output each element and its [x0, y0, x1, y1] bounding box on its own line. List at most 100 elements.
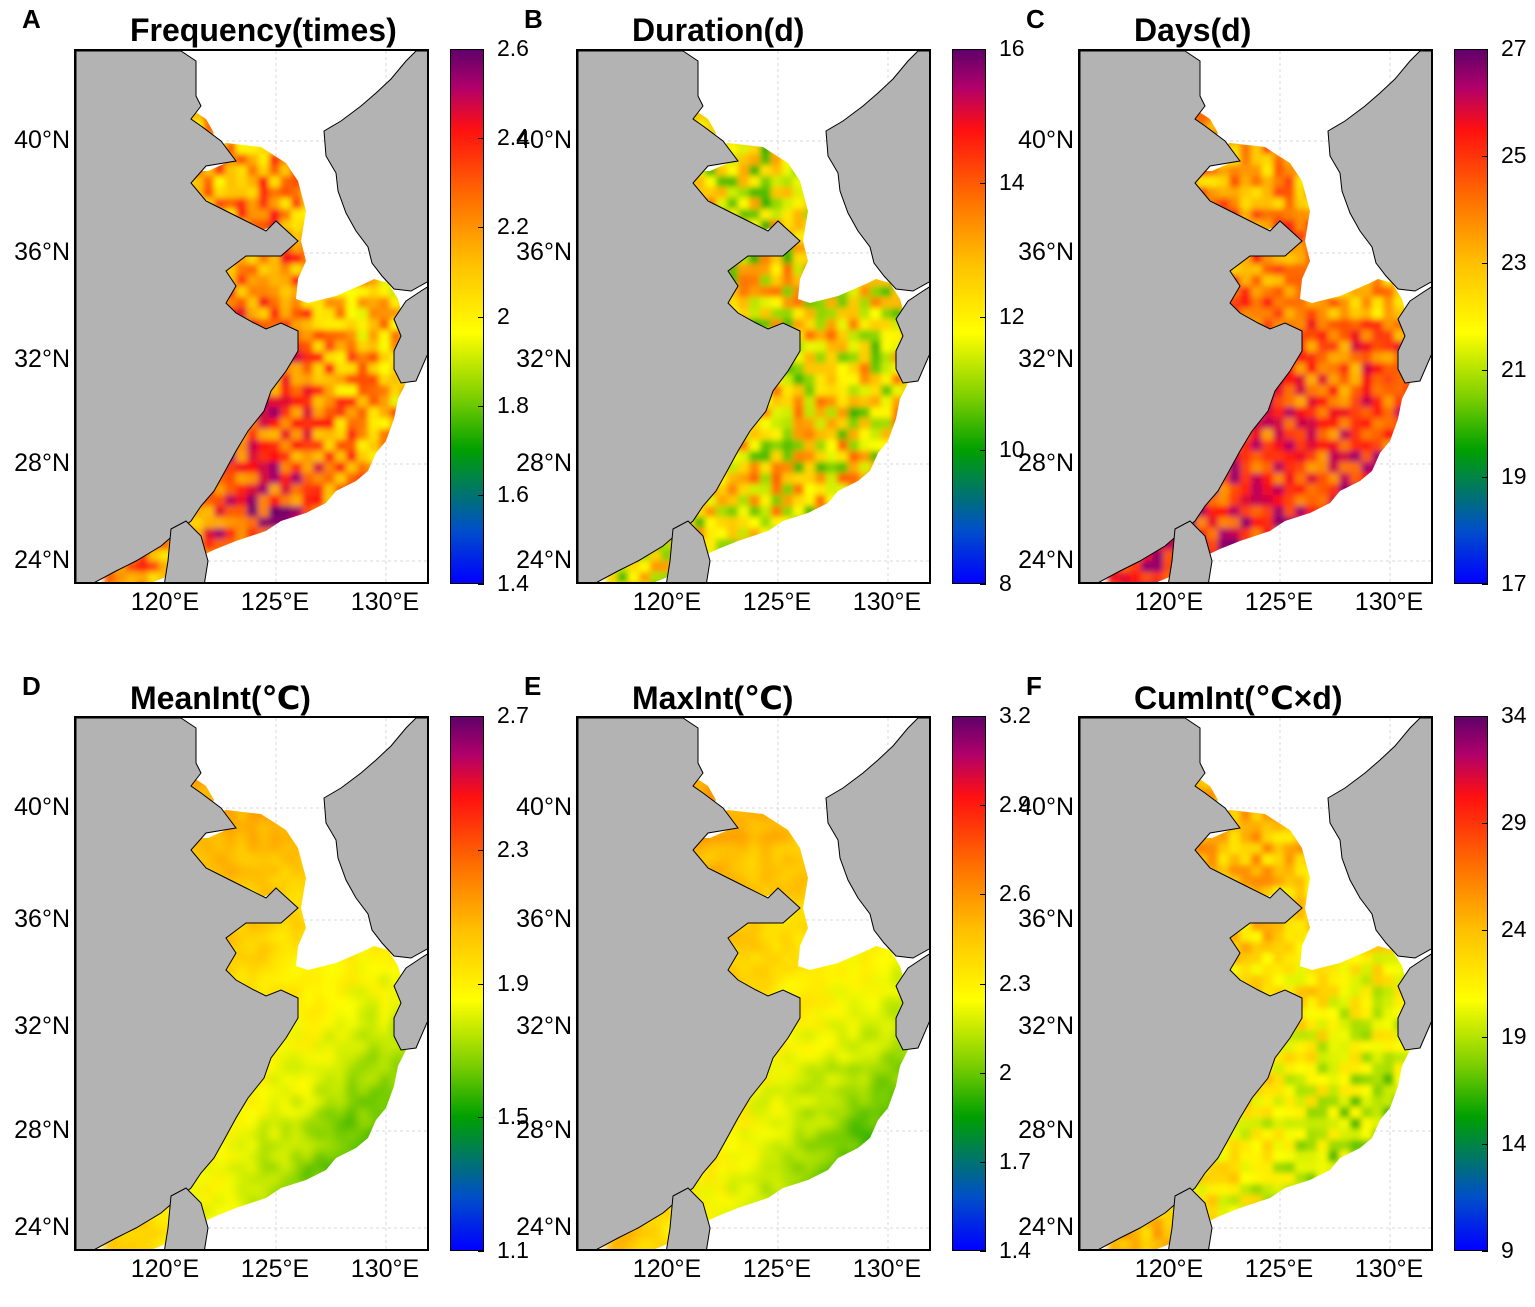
colorbar-tick [1482, 716, 1488, 717]
longitude-tick-label: 125°E [230, 1255, 320, 1284]
longitude-tick-label: 130°E [1344, 588, 1434, 617]
longitude-tick-label: 125°E [1234, 1255, 1324, 1284]
latitude-tick-label: 24°N [1004, 546, 1074, 575]
longitude-tick-label: 130°E [1344, 1255, 1434, 1284]
colorbar-tick [1482, 823, 1488, 824]
land-korea [324, 51, 429, 291]
latitude-tick-label: 32°N [502, 345, 572, 374]
land-korea [1328, 718, 1433, 958]
colorbar-tick [980, 984, 986, 985]
colorbar-tick-label: 17 [1501, 570, 1527, 597]
map-canvas [76, 718, 429, 1251]
colorbar-tick [1482, 477, 1488, 478]
latitude-tick-label: 40°N [0, 126, 70, 155]
map-frame [576, 716, 931, 1251]
colorbar-tick [478, 1251, 484, 1252]
colorbar-tick [478, 584, 484, 585]
land-korea [1328, 51, 1433, 291]
longitude-tick-label: 125°E [732, 588, 822, 617]
colorbar-tick [1482, 1251, 1488, 1252]
panel-title: MaxInt(℃) [632, 679, 793, 717]
latitude-tick-label: 24°N [1004, 1213, 1074, 1242]
colorbar-tick [478, 984, 484, 985]
panel-letter: A [22, 4, 41, 35]
map-canvas [1080, 51, 1433, 584]
colorbar-tick-label: 24 [1501, 916, 1527, 943]
panel-title: MeanInt(℃) [130, 679, 311, 717]
longitude-tick-label: 125°E [1234, 588, 1324, 617]
longitude-tick-label: 130°E [842, 588, 932, 617]
latitude-tick-label: 28°N [1004, 449, 1074, 478]
colorbar-tick [478, 716, 484, 717]
map-frame [74, 49, 429, 584]
colorbar-tick-label: 27 [1501, 35, 1527, 62]
colorbar-tick [478, 138, 484, 139]
colorbar-tick-label: 25 [1501, 142, 1527, 169]
latitude-tick-label: 28°N [1004, 1116, 1074, 1145]
latitude-tick-label: 32°N [502, 1012, 572, 1041]
longitude-tick-label: 120°E [622, 1255, 712, 1284]
longitude-tick-label: 120°E [120, 1255, 210, 1284]
colorbar [1454, 49, 1488, 584]
latitude-tick-label: 40°N [1004, 793, 1074, 822]
map-canvas [1080, 718, 1433, 1251]
latitude-tick-label: 24°N [502, 1213, 572, 1242]
colorbar-tick [1482, 1144, 1488, 1145]
colorbar-tick [478, 49, 484, 50]
map-panel: C Days(d) 40°N 36°N 32°N 28°N 24°N 120°E 125°E 13… [1004, 0, 1514, 640]
colorbar-tick [478, 495, 484, 496]
land-korea [324, 718, 429, 958]
colorbar-tick [980, 49, 986, 50]
latitude-tick-label: 32°N [0, 1012, 70, 1041]
colorbar-tick [1482, 584, 1488, 585]
colorbar-tick [1482, 1037, 1488, 1038]
colorbar-tick-label: 19 [1501, 463, 1527, 490]
colorbar-tick [980, 1162, 986, 1163]
colorbar-tick-label: 34 [1501, 702, 1527, 729]
map-frame [1078, 716, 1433, 1251]
panel-title: Frequency(times) [130, 12, 397, 49]
colorbar-tick [478, 1117, 484, 1118]
colorbar-tick-label: 23 [1501, 249, 1527, 276]
latitude-tick-label: 40°N [502, 793, 572, 822]
latitude-tick-label: 28°N [0, 1116, 70, 1145]
latitude-tick-label: 28°N [0, 449, 70, 478]
panel-title: Days(d) [1134, 12, 1251, 49]
latitude-tick-label: 32°N [0, 345, 70, 374]
colorbar-tick [478, 317, 484, 318]
latitude-tick-label: 40°N [502, 126, 572, 155]
latitude-tick-label: 40°N [0, 793, 70, 822]
longitude-tick-label: 120°E [1124, 588, 1214, 617]
latitude-tick-label: 36°N [1004, 238, 1074, 267]
latitude-tick-label: 36°N [502, 905, 572, 934]
map-frame [74, 716, 429, 1251]
latitude-tick-label: 28°N [502, 1116, 572, 1145]
map-canvas [76, 51, 429, 584]
colorbar-tick [980, 1073, 986, 1074]
latitude-tick-label: 24°N [0, 546, 70, 575]
colorbar-tick [980, 894, 986, 895]
colorbar-tick [980, 450, 986, 451]
latitude-tick-label: 24°N [502, 546, 572, 575]
latitude-tick-label: 28°N [502, 449, 572, 478]
longitude-tick-label: 130°E [340, 1255, 430, 1284]
panel-letter: C [1026, 4, 1045, 35]
longitude-tick-label: 125°E [230, 588, 320, 617]
colorbar-tick-label: 19 [1501, 1023, 1527, 1050]
colorbar-tick [1482, 156, 1488, 157]
latitude-tick-label: 36°N [1004, 905, 1074, 934]
map-frame [576, 49, 931, 584]
longitude-tick-label: 120°E [1124, 1255, 1214, 1284]
colorbar [1454, 716, 1488, 1251]
colorbar-tick [980, 716, 986, 717]
longitude-tick-label: 130°E [842, 1255, 932, 1284]
colorbar-tick-label: 21 [1501, 356, 1527, 383]
latitude-tick-label: 32°N [1004, 345, 1074, 374]
latitude-tick-label: 32°N [1004, 1012, 1074, 1041]
longitude-tick-label: 120°E [120, 588, 210, 617]
colorbar-tick [1482, 49, 1488, 50]
latitude-tick-label: 40°N [1004, 126, 1074, 155]
